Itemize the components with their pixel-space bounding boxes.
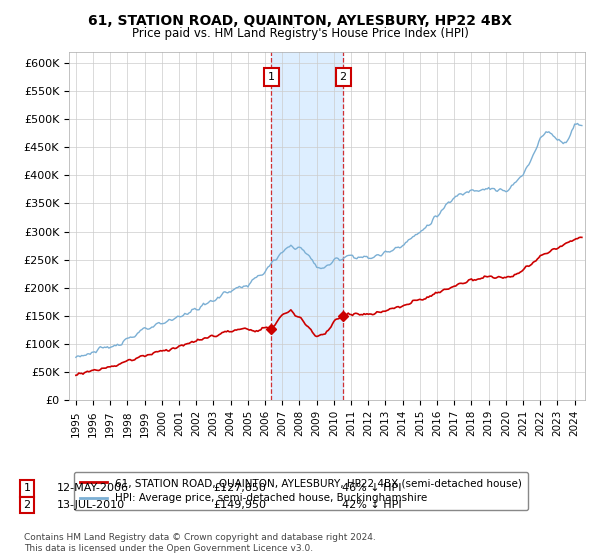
Text: 42% ↓ HPI: 42% ↓ HPI xyxy=(342,500,401,510)
Text: 13-JUL-2010: 13-JUL-2010 xyxy=(57,500,125,510)
Text: 61, STATION ROAD, QUAINTON, AYLESBURY, HP22 4BX: 61, STATION ROAD, QUAINTON, AYLESBURY, H… xyxy=(88,14,512,28)
Text: 46% ↓ HPI: 46% ↓ HPI xyxy=(342,483,401,493)
Text: 12-MAY-2006: 12-MAY-2006 xyxy=(57,483,129,493)
Text: Contains HM Land Registry data © Crown copyright and database right 2024.
This d: Contains HM Land Registry data © Crown c… xyxy=(24,534,376,553)
Text: Price paid vs. HM Land Registry's House Price Index (HPI): Price paid vs. HM Land Registry's House … xyxy=(131,27,469,40)
Text: 1: 1 xyxy=(268,72,275,82)
Bar xyxy=(271,52,343,400)
Legend: 61, STATION ROAD, QUAINTON, AYLESBURY, HP22 4BX (semi-detached house), HPI: Aver: 61, STATION ROAD, QUAINTON, AYLESBURY, H… xyxy=(74,472,528,510)
Text: 2: 2 xyxy=(340,72,347,82)
Text: £127,650: £127,650 xyxy=(213,483,266,493)
Text: 1: 1 xyxy=(23,483,31,493)
Text: 2: 2 xyxy=(23,500,31,510)
Text: £149,950: £149,950 xyxy=(213,500,266,510)
Title: 61, STATION ROAD, QUAINTON, AYLESBURY, HP22 4BX: 61, STATION ROAD, QUAINTON, AYLESBURY, H… xyxy=(0,559,1,560)
